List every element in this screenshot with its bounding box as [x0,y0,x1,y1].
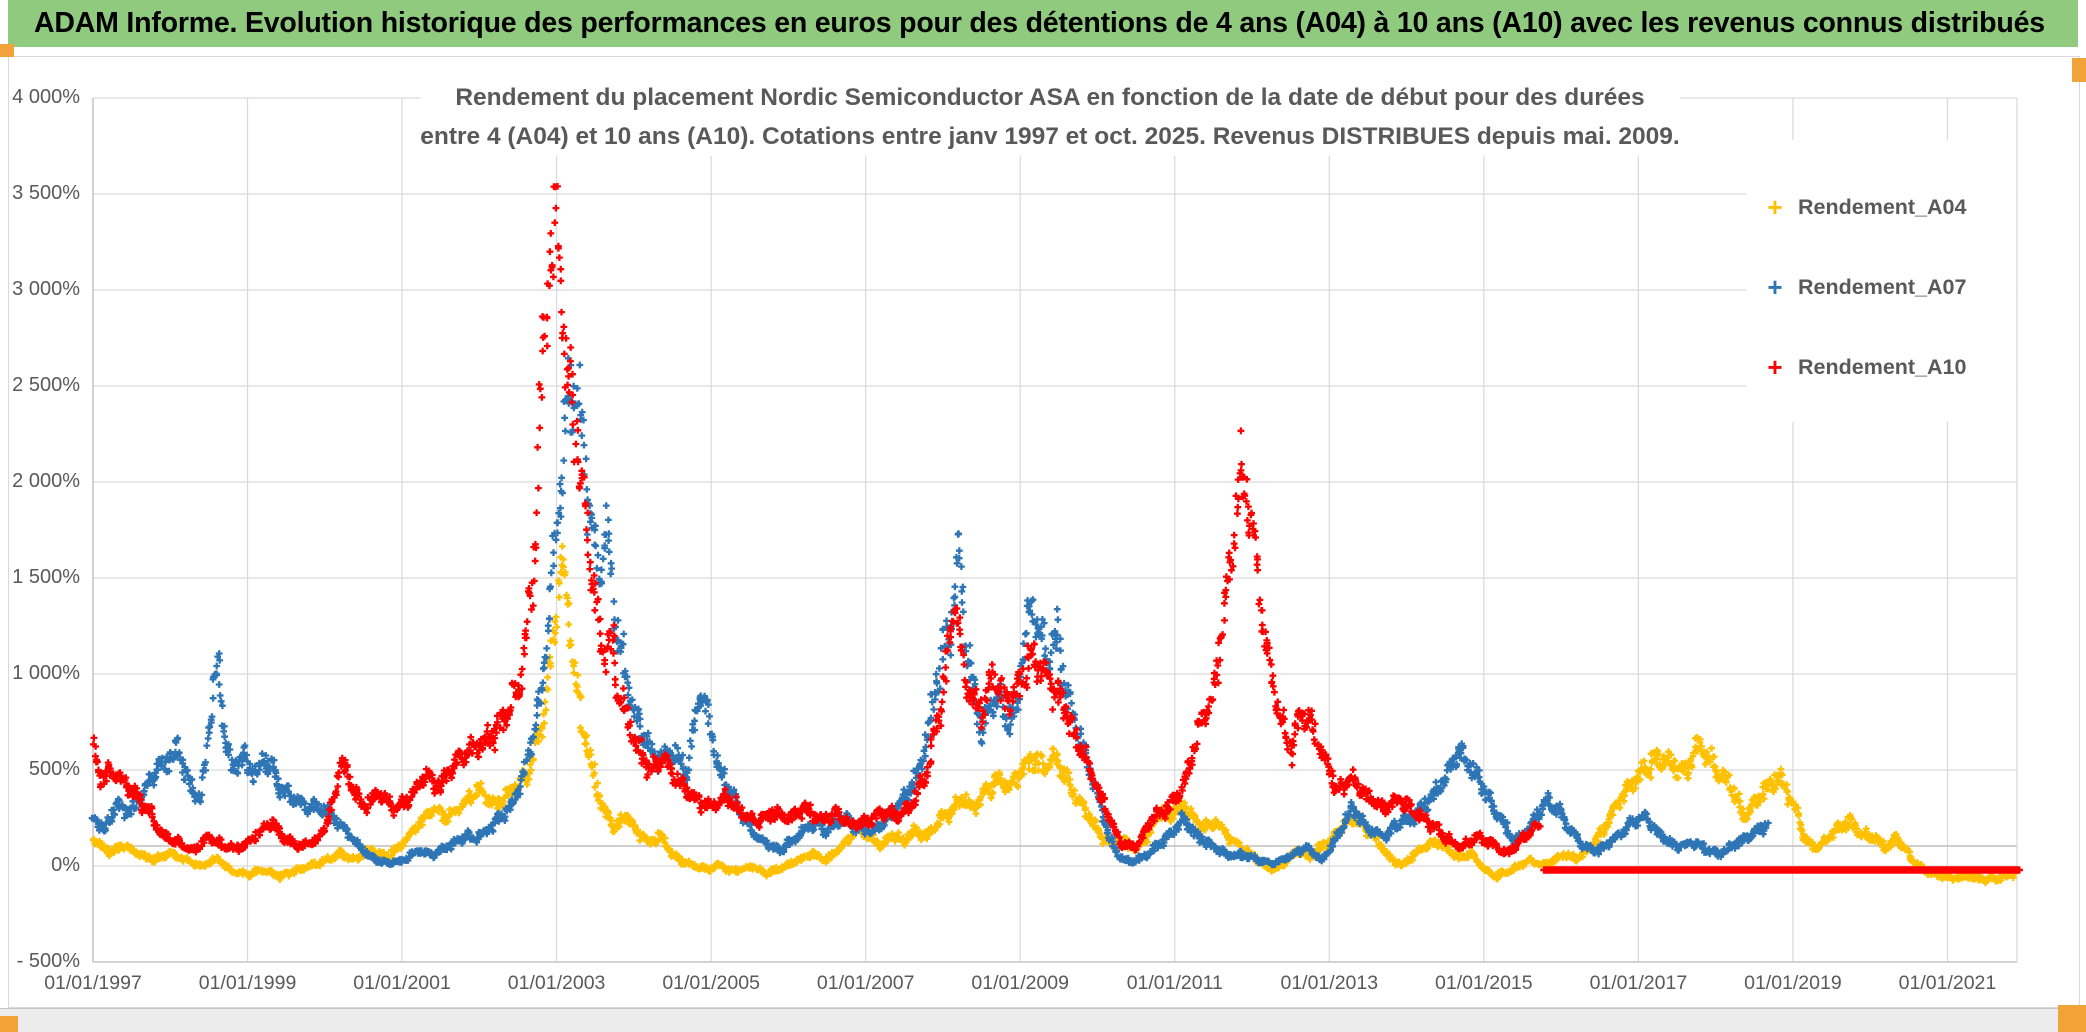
legend-label: Rendement_A07 [1798,274,1967,299]
x-axis-label: 01/01/2019 [1744,972,1842,994]
legend-label: Rendement_A10 [1798,354,1967,379]
x-axis-label: 01/01/2005 [662,972,760,994]
chart-legend: + Rendement_A04 + Rendement_A07 + Rendem… [1746,140,2016,422]
series-rendement-a07-points[interactable] [88,354,1772,869]
x-axis-label: 01/01/2001 [353,972,451,994]
banner-title: ADAM Informe. Evolution historique des p… [8,0,2078,47]
chart-title-line1: Rendement du placement Nordic Semiconduc… [455,84,1645,111]
plus-marker-icon: + [1767,272,1783,302]
series-rendement-a10-points[interactable] [90,183,1544,858]
legend-item-a04[interactable]: + Rendement_A04 [1760,189,1966,225]
x-axis-label: 01/01/2009 [971,972,1070,994]
selection-handle-bottom-left[interactable] [0,1016,18,1032]
x-axis-label: 01/01/1997 [44,972,142,994]
y-axis-label: 3 000% [12,278,80,300]
y-axis-label: 1 000% [12,662,80,684]
selection-handle-top-left[interactable] [0,44,14,57]
selection-handle-bottom-right[interactable] [2058,1005,2086,1032]
plus-marker-icon: + [1767,352,1783,382]
legend-item-a10[interactable]: + Rendement_A10 [1760,349,1966,385]
x-axis-label: 01/01/2007 [816,972,915,994]
y-axis-label: 500% [28,758,80,780]
legend-item-a07[interactable]: + Rendement_A07 [1760,269,1966,305]
y-axis-label: 2 000% [12,470,80,492]
chart-title: Rendement du placement Nordic Semiconduc… [420,78,1680,156]
x-axis-label: 01/01/2011 [1126,972,1223,994]
y-axis-label: 4 000% [12,86,80,108]
x-axis-label: 01/01/2013 [1280,972,1379,994]
x-axis-label: 01/01/2015 [1435,972,1533,994]
bottom-strip [0,1008,2086,1032]
y-axis-label: 0% [51,854,80,876]
plus-marker-icon: + [1767,192,1783,222]
series-rendement-a10-flat-zero-line[interactable] [1540,866,2023,874]
y-axis-label: 3 500% [12,182,80,204]
x-axis-label: 01/01/2003 [507,972,606,994]
chart-title-line2: entre 4 (A04) et 10 ans (A10). Cotations… [420,123,1680,150]
series-rendement-a04-points[interactable] [89,543,2020,887]
x-axis-label: 01/01/1999 [198,972,297,994]
y-axis-label: - 500% [16,950,80,972]
x-axis-label: 01/01/2021 [1898,972,1997,994]
x-axis-label: 01/01/2017 [1589,972,1688,994]
selection-handle-top-right[interactable] [2072,58,2086,82]
y-axis-label: 1 500% [12,566,80,588]
legend-label: Rendement_A04 [1798,194,1967,219]
y-axis-label: 2 500% [12,374,80,396]
banner-title-text: ADAM Informe. Evolution historique des p… [34,7,2045,39]
